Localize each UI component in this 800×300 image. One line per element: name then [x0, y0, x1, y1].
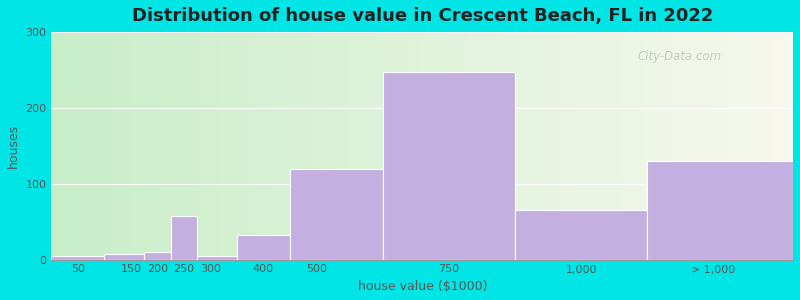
- Y-axis label: houses: houses: [7, 124, 20, 168]
- Title: Distribution of house value in Crescent Beach, FL in 2022: Distribution of house value in Crescent …: [131, 7, 713, 25]
- Bar: [197, 256, 237, 260]
- Bar: [515, 210, 647, 260]
- Bar: [51, 256, 105, 260]
- X-axis label: house value ($1000): house value ($1000): [358, 280, 487, 293]
- Bar: [170, 216, 197, 260]
- Bar: [382, 71, 515, 260]
- Text: City-Data.com: City-Data.com: [638, 50, 722, 63]
- Bar: [290, 169, 382, 260]
- Bar: [647, 161, 793, 260]
- Bar: [105, 254, 144, 260]
- Bar: [237, 236, 290, 260]
- Bar: [144, 252, 170, 260]
